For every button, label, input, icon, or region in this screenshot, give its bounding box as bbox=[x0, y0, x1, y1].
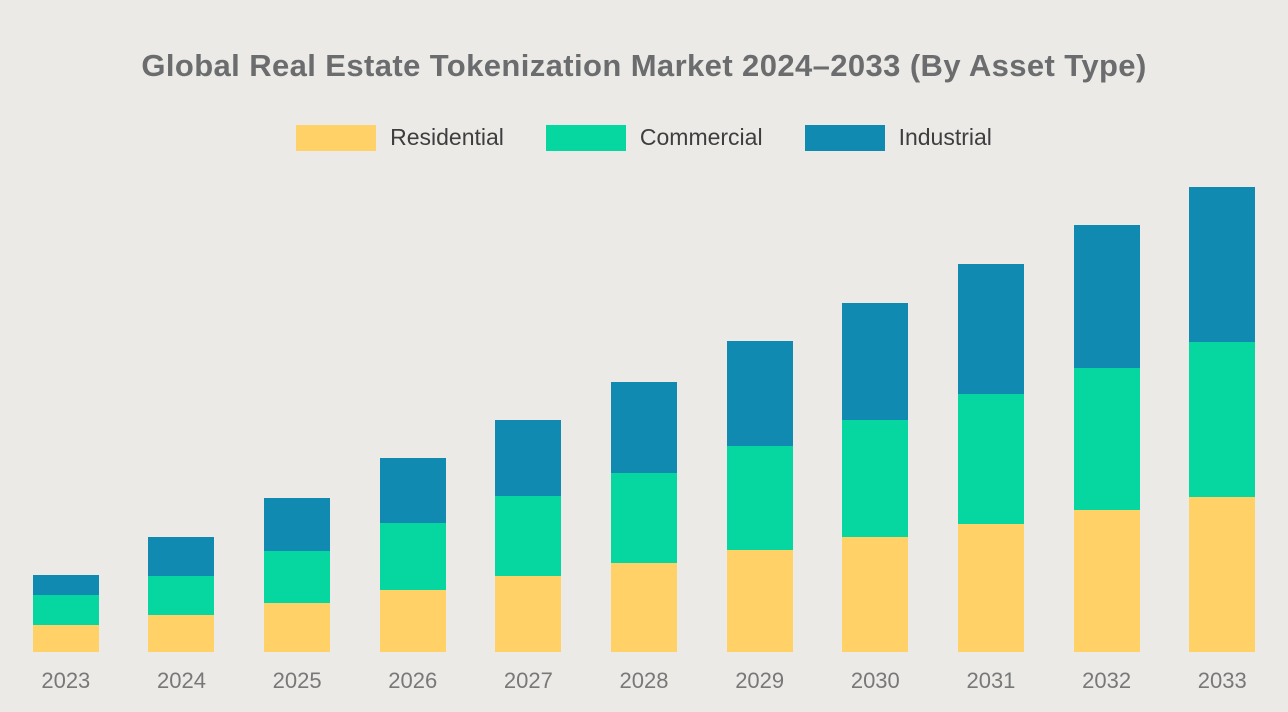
legend-label: Commercial bbox=[639, 124, 763, 150]
legend-swatch-residential bbox=[296, 124, 377, 151]
bar-stack bbox=[842, 303, 909, 652]
bar-column-2031: 2031 bbox=[933, 264, 1049, 694]
bar-stack bbox=[726, 341, 793, 652]
legend: Residential Commercial Industrial bbox=[0, 124, 1288, 151]
bar-segment-industrial bbox=[32, 575, 99, 595]
stacked-bar-chart: 2023 2024 2025 2026 2027 2028 2029 2030 2031 2032… bbox=[0, 187, 1288, 694]
bar-segment-commercial bbox=[1189, 342, 1256, 497]
legend-item-commercial: Commercial bbox=[545, 124, 763, 151]
bar-column-2033: 2033 bbox=[1164, 187, 1280, 694]
legend-item-residential: Residential bbox=[296, 124, 504, 151]
bar-segment-residential bbox=[32, 625, 99, 652]
bar-stack bbox=[379, 458, 446, 652]
bar-segment-industrial bbox=[495, 420, 562, 496]
bar-segment-industrial bbox=[379, 458, 446, 523]
bar-segment-residential bbox=[957, 524, 1024, 652]
bar-segment-commercial bbox=[495, 496, 562, 576]
bar-segment-industrial bbox=[1073, 225, 1140, 368]
x-axis-label: 2028 bbox=[619, 668, 669, 693]
bar-segment-industrial bbox=[611, 382, 678, 473]
bar-segment-commercial bbox=[264, 551, 331, 603]
bar-segment-industrial bbox=[957, 264, 1024, 394]
bar-segment-residential bbox=[842, 537, 909, 652]
bar-segment-commercial bbox=[957, 394, 1024, 524]
chart-title: Global Real Estate Tokenization Market 2… bbox=[141, 48, 1147, 83]
bar-column-2029: 2029 bbox=[702, 341, 818, 694]
bar-segment-industrial bbox=[1189, 187, 1256, 342]
bar-segment-commercial bbox=[842, 420, 909, 537]
legend-swatch-industrial bbox=[804, 124, 885, 151]
bar-column-2024: 2024 bbox=[124, 537, 240, 694]
bar-column-2032: 2032 bbox=[1049, 225, 1165, 694]
bar-stack bbox=[1073, 225, 1140, 652]
x-axis-label: 2025 bbox=[272, 668, 322, 693]
bar-column-2030: 2030 bbox=[817, 303, 933, 694]
bar-segment-industrial bbox=[726, 341, 793, 446]
bar-stack bbox=[495, 420, 562, 652]
bar-stack bbox=[148, 537, 215, 652]
bar-stack bbox=[264, 498, 331, 652]
bar-segment-residential bbox=[611, 563, 678, 652]
bar-segment-residential bbox=[1073, 510, 1140, 652]
bar-segment-commercial bbox=[148, 576, 215, 615]
legend-swatch-commercial bbox=[545, 124, 626, 151]
bar-column-2026: 2026 bbox=[355, 458, 471, 694]
bar-segment-residential bbox=[264, 603, 331, 652]
bar-segment-commercial bbox=[1073, 368, 1140, 510]
bar-stack bbox=[957, 264, 1024, 652]
bar-segment-residential bbox=[148, 615, 215, 652]
bar-segment-residential bbox=[379, 590, 446, 652]
legend-label: Industrial bbox=[898, 124, 992, 150]
x-axis-label: 2029 bbox=[735, 668, 785, 693]
legend-item-industrial: Industrial bbox=[804, 124, 992, 151]
bar-segment-commercial bbox=[726, 446, 793, 550]
bar-segment-industrial bbox=[842, 303, 909, 420]
bar-segment-industrial bbox=[264, 498, 331, 551]
bar-stack bbox=[1189, 187, 1256, 652]
bar-segment-industrial bbox=[148, 537, 215, 576]
bar-column-2027: 2027 bbox=[471, 420, 587, 694]
x-axis-label: 2032 bbox=[1082, 668, 1132, 693]
x-axis-label: 2030 bbox=[850, 668, 900, 693]
bar-stack bbox=[611, 382, 678, 652]
x-axis-label: 2023 bbox=[41, 668, 91, 693]
x-axis-label: 2026 bbox=[388, 668, 438, 693]
x-axis-label: 2033 bbox=[1197, 668, 1247, 693]
bar-column-2023: 2023 bbox=[8, 575, 124, 694]
bar-segment-residential bbox=[495, 576, 562, 652]
bar-segment-residential bbox=[726, 550, 793, 652]
bar-segment-residential bbox=[1189, 497, 1256, 652]
bar-stack bbox=[32, 575, 99, 652]
bar-column-2025: 2025 bbox=[239, 498, 355, 694]
bar-segment-commercial bbox=[32, 595, 99, 625]
bar-column-2028: 2028 bbox=[586, 382, 702, 694]
x-axis-label: 2031 bbox=[966, 668, 1016, 693]
x-axis-label: 2024 bbox=[156, 668, 206, 693]
legend-label: Residential bbox=[390, 124, 504, 150]
x-axis-label: 2027 bbox=[503, 668, 553, 693]
bar-segment-commercial bbox=[611, 473, 678, 563]
bar-segment-commercial bbox=[379, 523, 446, 590]
